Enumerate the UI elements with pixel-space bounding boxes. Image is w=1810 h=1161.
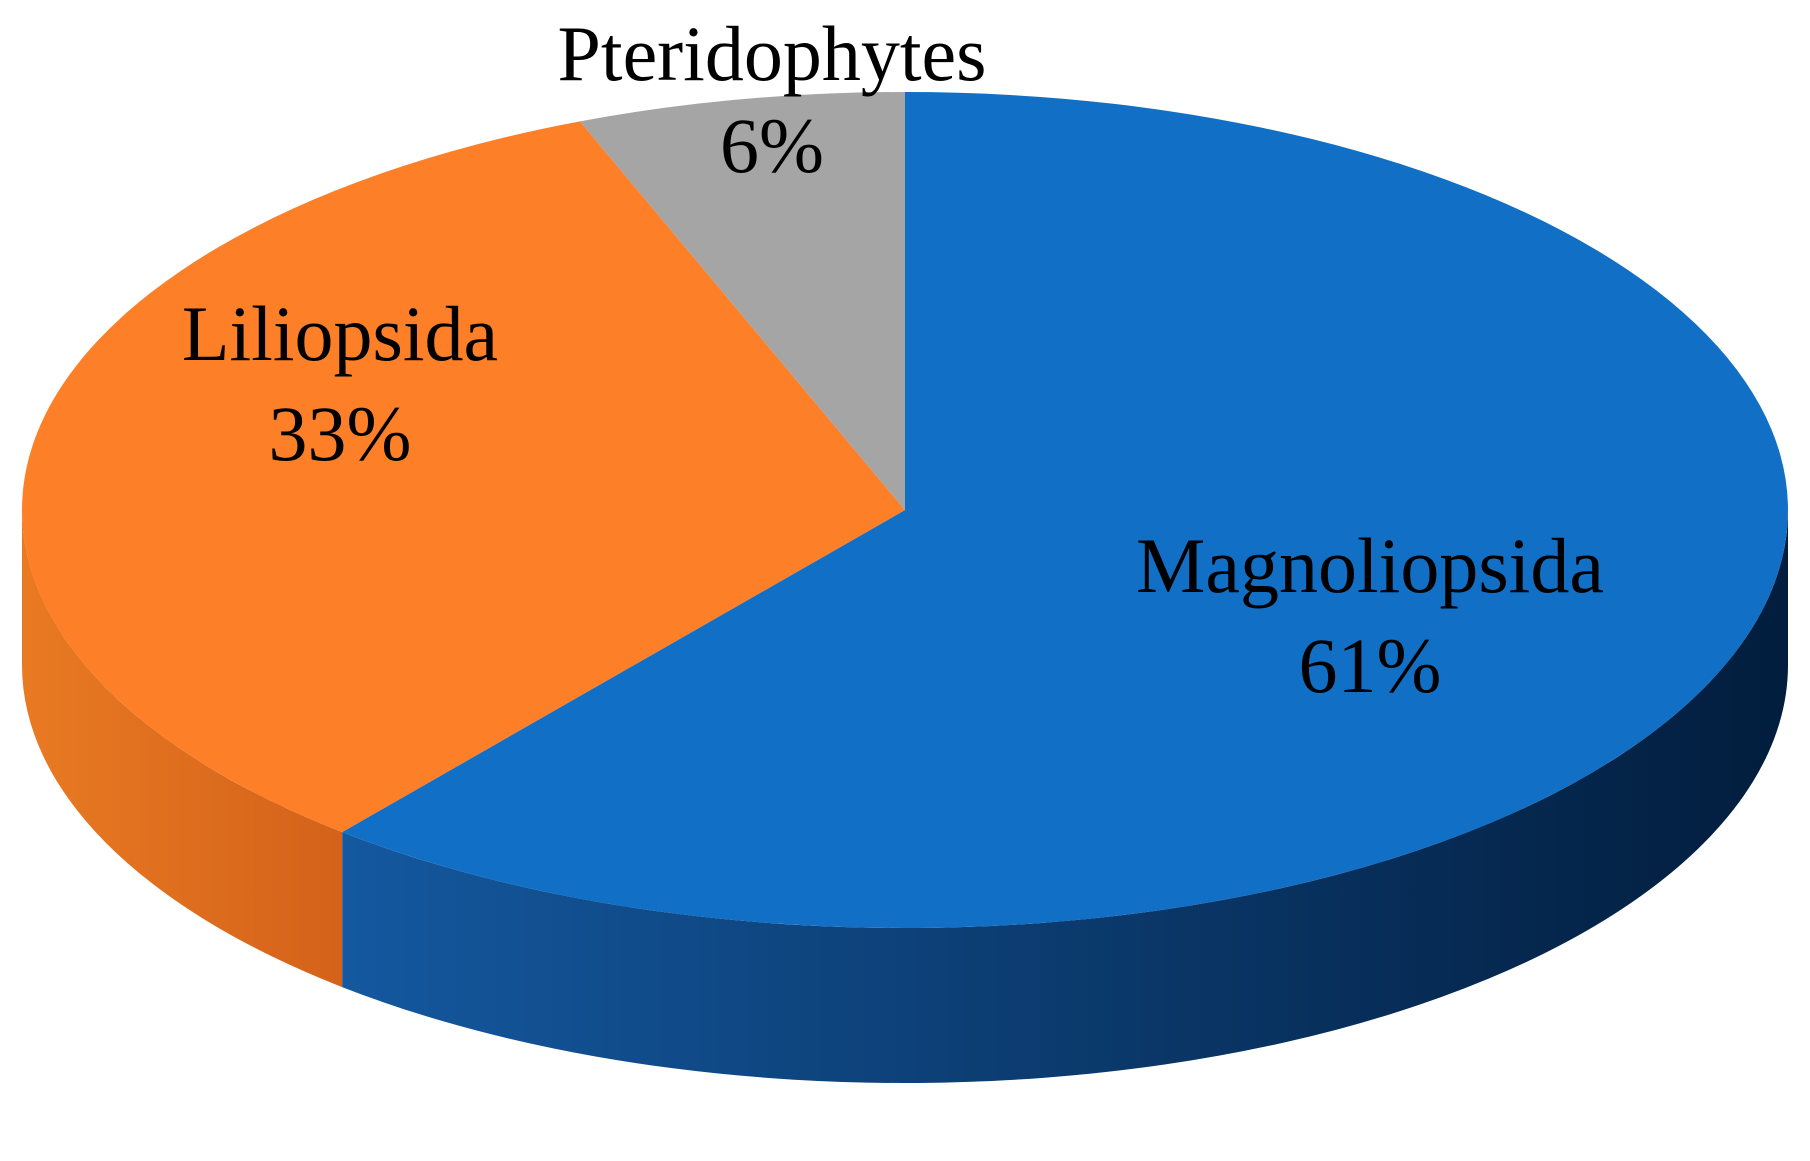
pie-slice-magnoliopsida	[342, 92, 1789, 928]
pie-slices	[21, 92, 1789, 928]
slice-value-pteridophytes: 6%	[720, 102, 824, 189]
pie-slice-pteridophytes	[579, 92, 905, 510]
slice-value-magnoliopsida: 61%	[1299, 622, 1442, 709]
slice-value-liliopsida: 33%	[269, 390, 412, 477]
pie-side-liliopsida	[22, 510, 343, 988]
slice-label-magnoliopsida: Magnoliopsida	[1136, 522, 1604, 609]
pie-labels: Magnoliopsida 61% Liliopsida 33% Pteridophyt…	[182, 10, 1604, 709]
slice-label-pteridophytes: Pteridophytes	[558, 10, 987, 97]
pie-slice-liliopsida	[21, 121, 906, 833]
pie-side-magnoliopsida	[342, 510, 1789, 1083]
pie-sides	[22, 510, 1789, 1083]
slice-label-liliopsida: Liliopsida	[182, 290, 498, 377]
